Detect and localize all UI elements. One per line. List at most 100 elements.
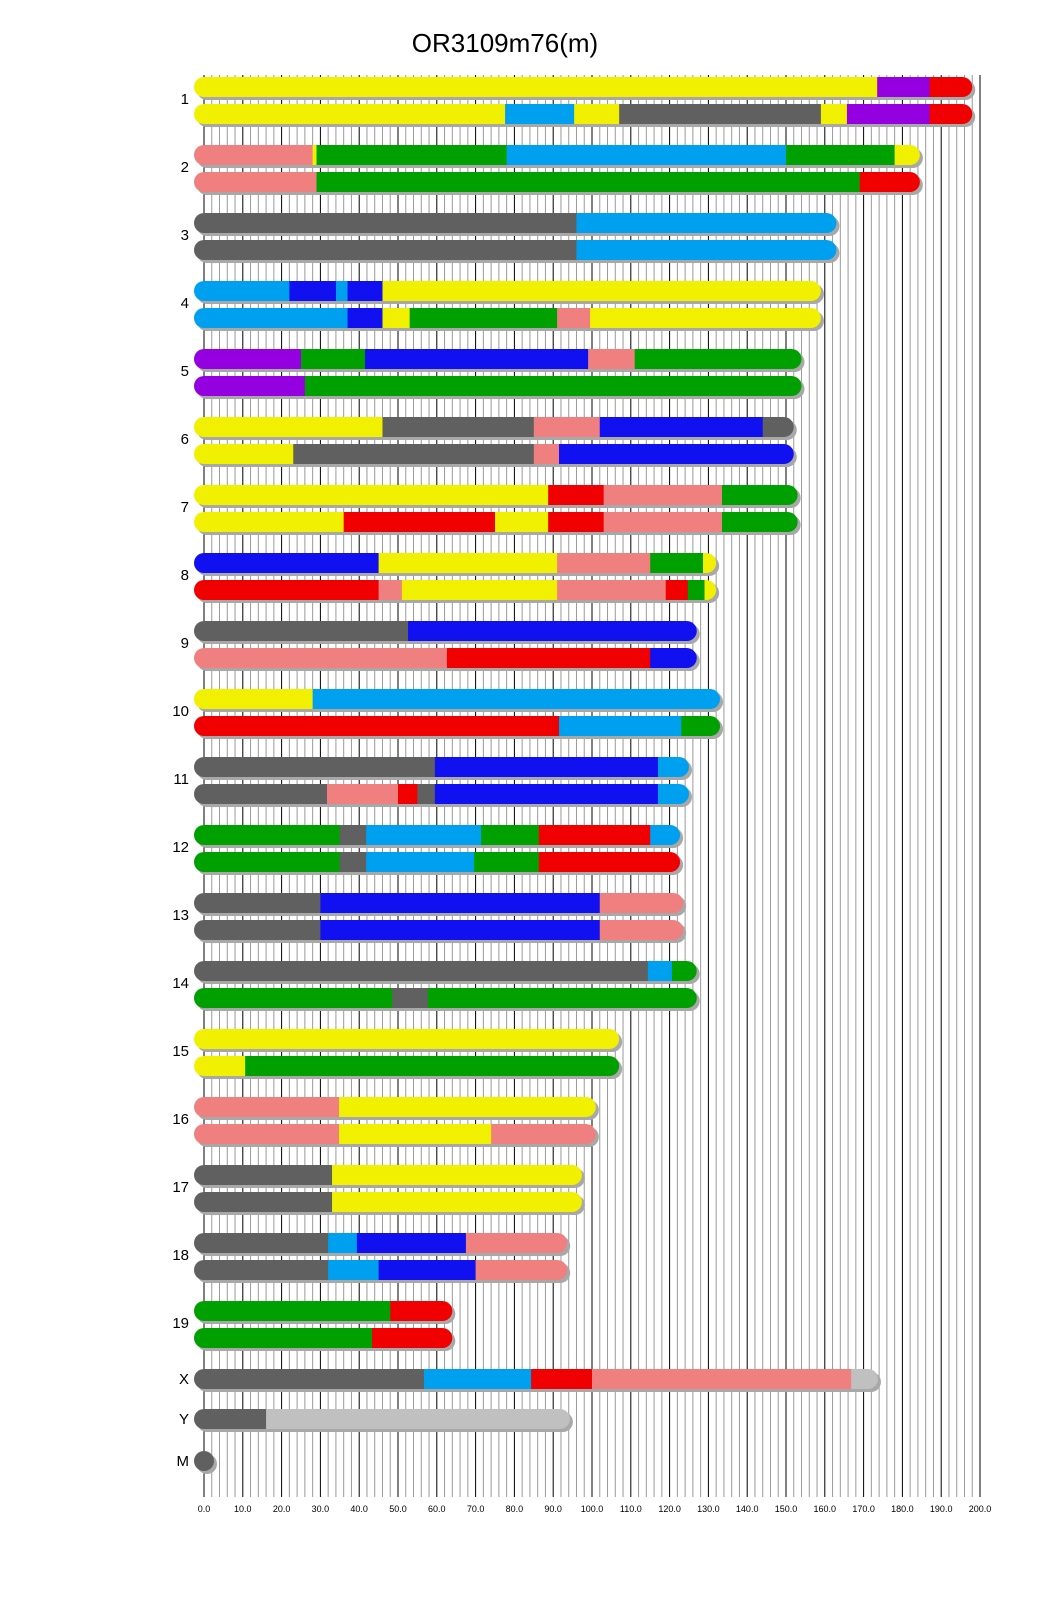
chromosome-label: Y [179, 1411, 189, 1428]
haplotype-segment [328, 1233, 358, 1253]
haplotype-segment [820, 104, 848, 124]
haplotype-segment [339, 1097, 596, 1117]
haplotype-segment [434, 757, 659, 777]
haplotype-segment [382, 281, 821, 301]
chromosome-y: Y [179, 1409, 573, 1432]
haplotype-segment [194, 349, 302, 369]
chromosome-15: 15 [172, 1029, 623, 1079]
haplotype-segment [194, 104, 506, 124]
homolog-2 [194, 104, 973, 124]
haplotype-segment [194, 648, 448, 668]
chromosome-label: 18 [172, 1247, 189, 1264]
chromosome-label: 16 [172, 1111, 189, 1128]
haplotype-segment [343, 512, 496, 532]
homolog-1 [194, 621, 697, 641]
chromosome-9: 9 [181, 621, 700, 671]
haplotype-segment [603, 485, 723, 505]
homolog-1 [194, 961, 697, 981]
haplotype-segment [194, 240, 577, 260]
haplotype-segment [894, 145, 920, 165]
haplotype-segment [505, 104, 575, 124]
chromosome-label: 11 [173, 771, 189, 788]
homolog-1 [194, 77, 973, 97]
haplotype-segment [194, 1192, 333, 1212]
x-tick-label: 30.0 [312, 1504, 330, 1514]
haplotype-segment [320, 920, 601, 940]
x-tick-label: 80.0 [506, 1504, 524, 1514]
haplotype-segment [194, 1301, 391, 1321]
haplotype-segment [356, 1233, 467, 1253]
haplotype-segment [506, 145, 787, 165]
haplotype-segment [557, 308, 591, 328]
chromosome-8: 8 [181, 553, 720, 603]
haplotype-segment [339, 852, 367, 872]
chromosome-14: 14 [172, 961, 700, 1011]
chromosome-1: 1 [181, 77, 976, 127]
haplotype-segment [347, 281, 383, 301]
haplotype-segment [423, 1369, 532, 1389]
haplotype-segment [495, 512, 549, 532]
homolog-1 [194, 281, 821, 301]
haplotype-segment [378, 580, 403, 600]
haplotype-segment [194, 716, 560, 736]
haplotype-segment [762, 417, 794, 437]
chromosome-x: X [179, 1369, 881, 1392]
chromosome-7: 7 [181, 485, 801, 535]
haplotype-segment [687, 580, 706, 600]
homolog-1 [194, 145, 920, 165]
haplotype-segment [531, 1369, 593, 1389]
haplotype-segment [704, 580, 717, 600]
haplotype-segment [326, 784, 399, 804]
haplotype-segment [392, 988, 429, 1008]
homolog-1 [194, 1097, 596, 1117]
homolog-2 [194, 376, 802, 396]
haplotype-segment [194, 621, 409, 641]
haplotype-segment [599, 417, 764, 437]
x-tick-label: 40.0 [350, 1504, 368, 1514]
haplotype-segment [382, 417, 535, 437]
chromosome-m: M [177, 1451, 217, 1474]
chromosome-label: M [177, 1453, 190, 1470]
haplotype-segment [293, 444, 535, 464]
haplotype-segment [557, 580, 667, 600]
chromosome-label: 5 [181, 363, 189, 380]
haplotype-segment [929, 104, 973, 124]
haplotype-segment [548, 512, 605, 532]
haplotype-segment [301, 349, 366, 369]
homolog-1 [194, 1301, 453, 1321]
haplotype-segment [409, 308, 558, 328]
haplotype-segment [194, 961, 649, 981]
haplotype-segment [194, 1056, 246, 1076]
x-tick-label: 100.0 [581, 1504, 604, 1514]
chromosome-label: X [179, 1371, 189, 1388]
haplotype-segment [647, 961, 673, 981]
haplotype-segment [465, 1233, 568, 1253]
chromosome-4: 4 [181, 281, 824, 331]
haplotype-segment [194, 1369, 425, 1389]
haplotype-segment [378, 553, 558, 573]
x-tick-label: 140.0 [736, 1504, 759, 1514]
haplotype-segment [481, 825, 540, 845]
haplotype-segment [365, 349, 589, 369]
haplotype-segment [339, 825, 367, 845]
haplotype-segment [194, 444, 294, 464]
homolog-2 [194, 716, 721, 736]
haplotype-segment [366, 852, 475, 872]
homolog-1 [194, 553, 717, 573]
chromosome-2: 2 [181, 145, 923, 195]
haplotype-segment [427, 988, 697, 1008]
haplotype-segment [289, 281, 337, 301]
chromosome-12: 12 [172, 825, 684, 875]
haplotype-segment [194, 1409, 267, 1429]
haplotype-segment [194, 825, 341, 845]
haplotype-segment [194, 784, 328, 804]
haplotype-segment [194, 1260, 329, 1280]
chromosome-label: 19 [172, 1315, 189, 1332]
homolog-1 [194, 349, 802, 369]
x-tick-label: 180.0 [891, 1504, 914, 1514]
x-tick-label: 130.0 [697, 1504, 720, 1514]
haplotype-segment [194, 689, 314, 709]
haplotype-segment [599, 920, 684, 940]
homolog-1 [194, 1165, 582, 1185]
haplotype-segment [417, 784, 436, 804]
